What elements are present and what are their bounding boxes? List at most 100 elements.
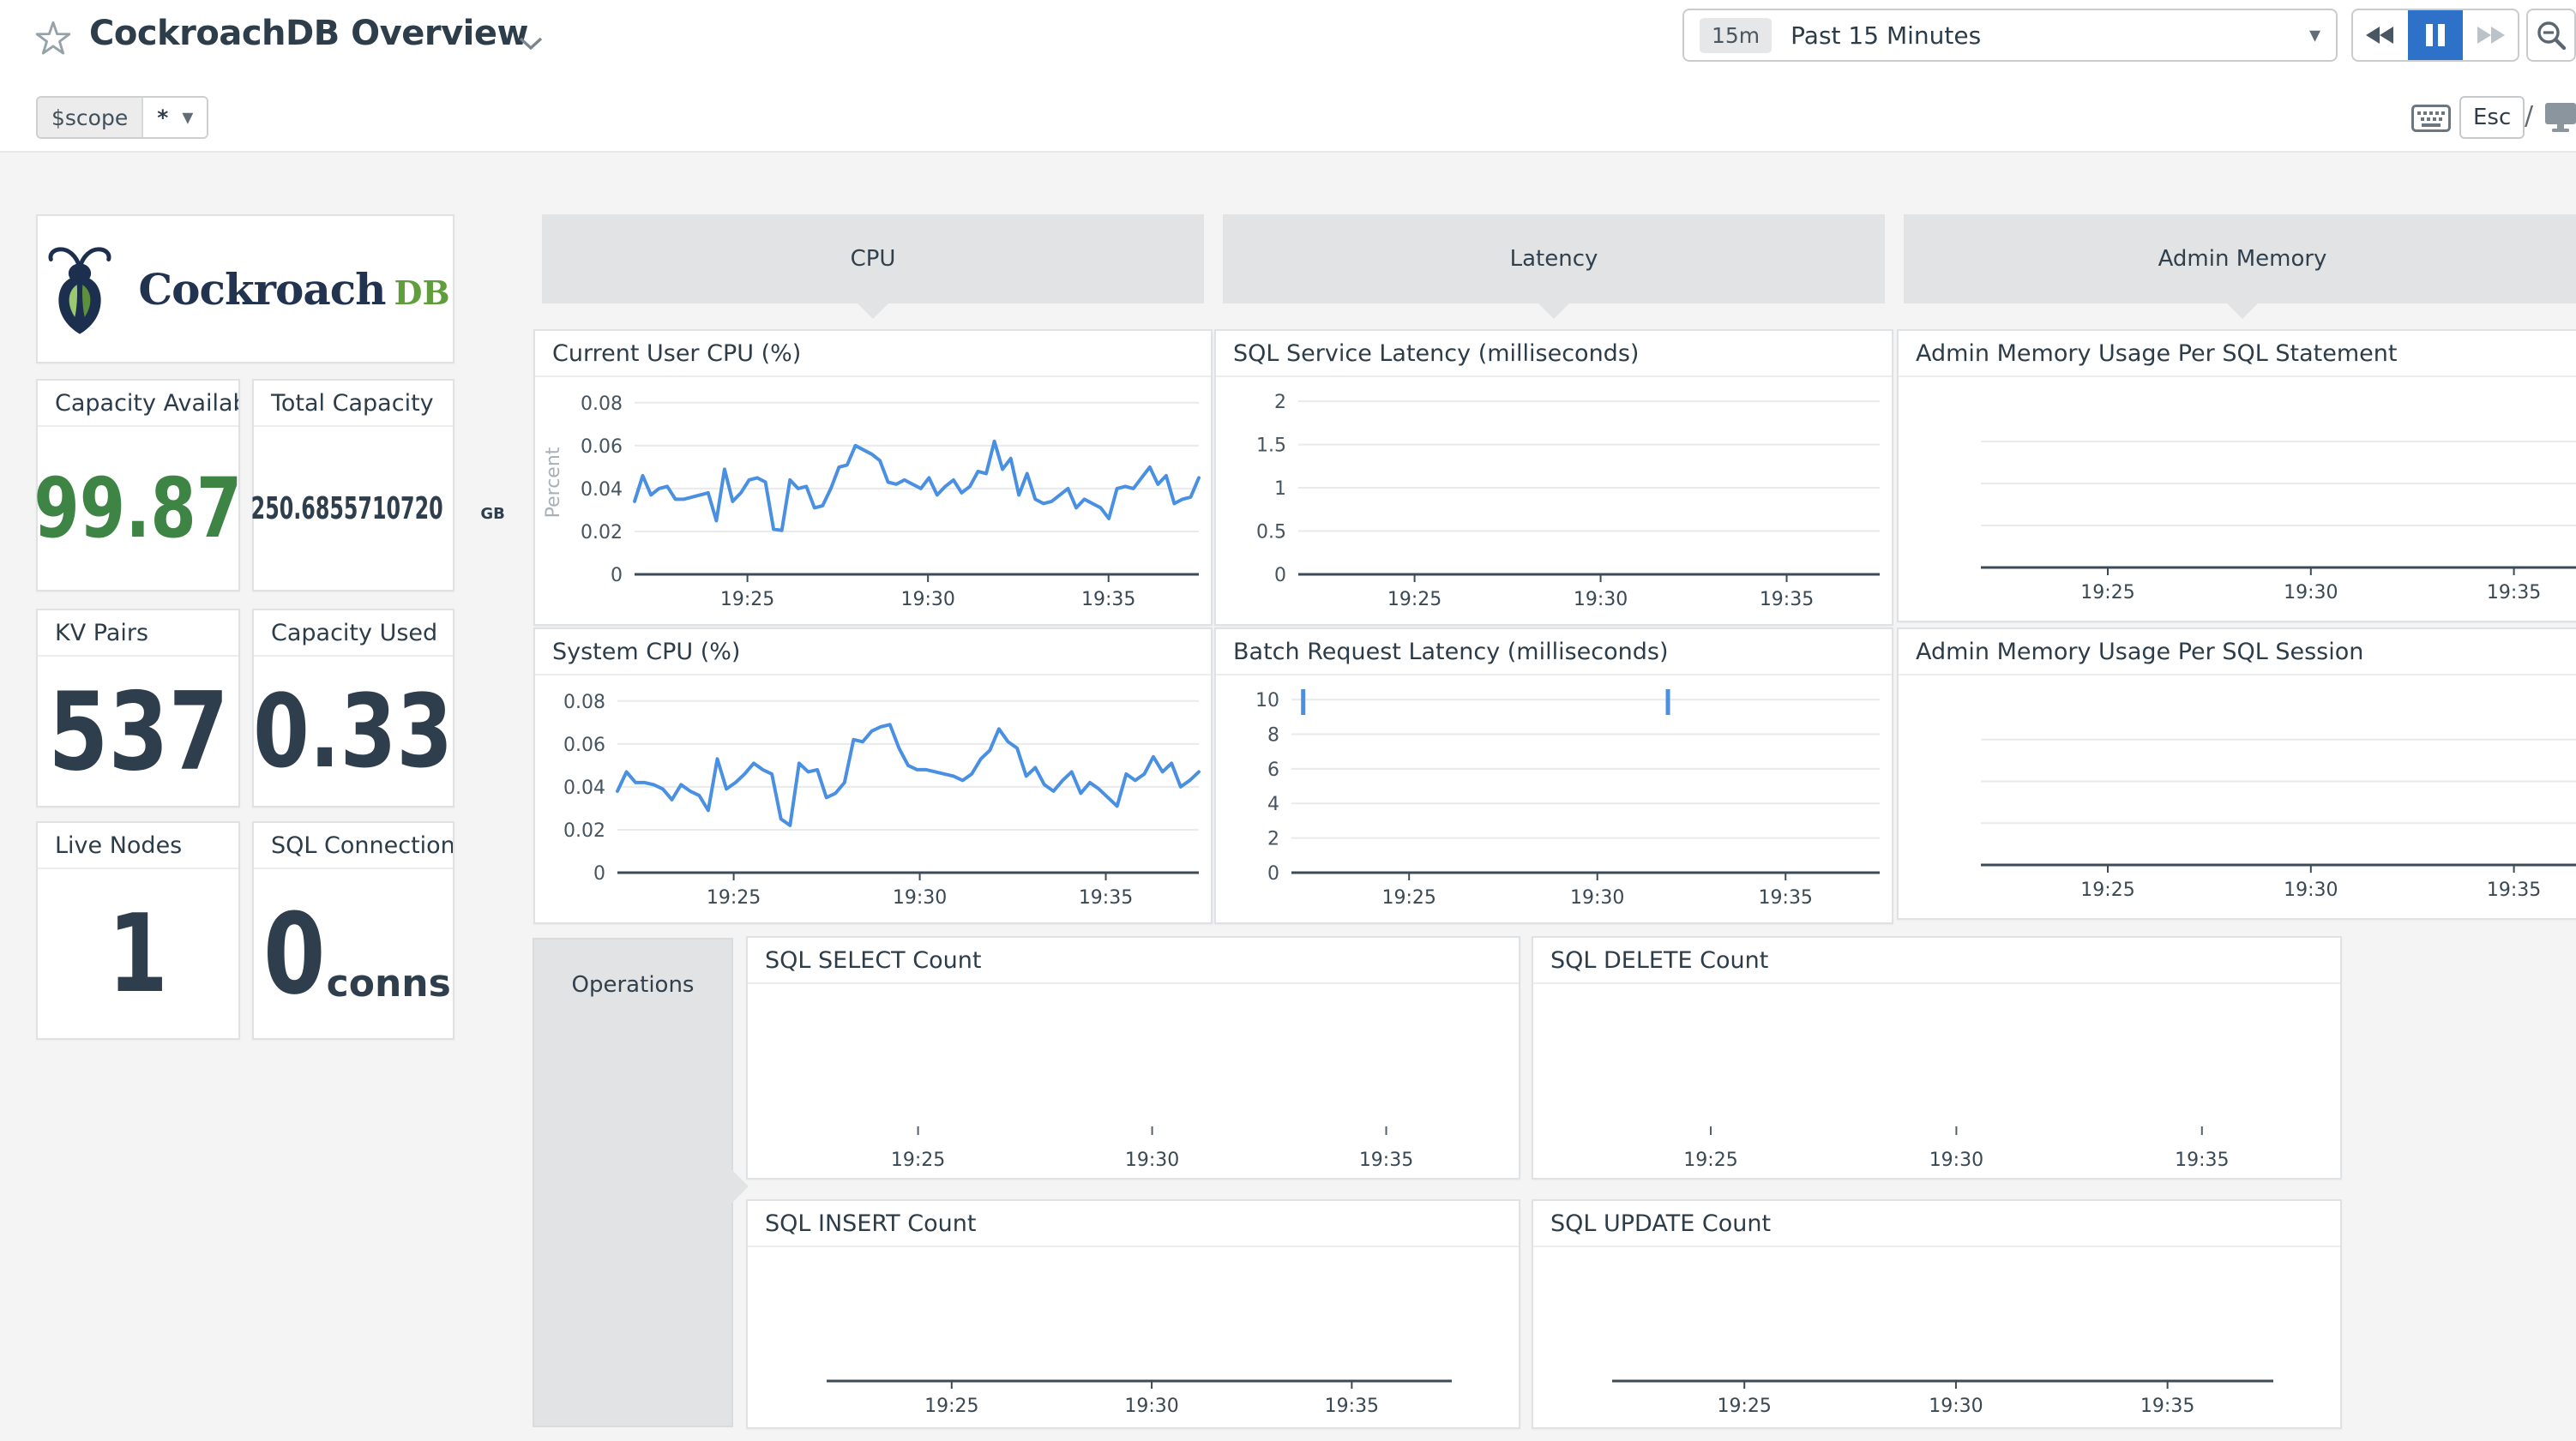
chart-card-admin-memory-statement: Admin Memory Usage Per SQL Statement 19:… [1897, 329, 2576, 622]
chart-plot-sql-service-latency[interactable]: 0 0.5 1 1.5 2 19:25 19:30 19:35 [1216, 377, 1892, 624]
stat-unit: GB [480, 504, 505, 523]
stat-value: 0 [263, 888, 326, 1019]
svg-text:19:25: 19:25 [1683, 1150, 1737, 1171]
chart-card-sql-select-count: SQL SELECT Count 19:25 19:30 19:35 [746, 936, 1520, 1180]
svg-text:19:30: 19:30 [893, 887, 947, 909]
keyboard-shortcuts-button[interactable] [2411, 105, 2451, 135]
svg-text:19:35: 19:35 [1081, 589, 1135, 610]
tv-mode-button[interactable] [2543, 101, 2576, 137]
chart-plot-current-user-cpu[interactable]: 0 0.02 0.04 0.06 0.08 19:25 19:30 19:35 Percent [535, 377, 1211, 624]
stat-card-title: Live Nodes [38, 823, 238, 869]
pause-button[interactable] [2408, 10, 2463, 60]
stat-value: 250.6855710720 [250, 490, 443, 526]
svg-text:19:30: 19:30 [900, 589, 954, 610]
stat-card-total-capacity: Total Capacity 250.6855710720 GB [250, 379, 505, 591]
group-header-operations[interactable]: Operations [533, 938, 749, 1427]
chart-card-sql-service-latency: SQL Service Latency (milliseconds) 0 0.5 1… [1214, 329, 1893, 626]
page-title[interactable]: CockroachDB Overview [89, 14, 528, 53]
chart-plot-sql-insert-count[interactable]: 19:25 19:30 19:35 [748, 1247, 1519, 1427]
monitor-icon [2545, 103, 2576, 132]
chart-card-sql-delete-count: SQL DELETE Count 19:25 19:30 19:35 [1532, 936, 2342, 1180]
svg-text:0: 0 [611, 565, 623, 586]
playback-controls [2351, 9, 2519, 62]
chart-plot-sql-select-count[interactable]: 19:25 19:30 19:35 [748, 984, 1519, 1178]
svg-text:0: 0 [1274, 565, 1286, 586]
time-range-badge: 15m [1700, 17, 1773, 53]
stat-card-capacity-available: Capacity Available... 99.87 [34, 379, 242, 591]
chart-title: Admin Memory Usage Per SQL Session [1899, 629, 2576, 675]
group-notch [1537, 302, 1571, 319]
svg-text:19:25: 19:25 [924, 1396, 978, 1417]
chart-title: System CPU (%) [535, 629, 1211, 675]
svg-text:19:30: 19:30 [1929, 1396, 1983, 1417]
svg-text:1: 1 [1274, 478, 1286, 500]
caret-down-icon: ▾ [2308, 22, 2320, 48]
group-header-cpu[interactable]: CPU [542, 214, 1204, 319]
svg-text:Percent: Percent [543, 447, 564, 518]
svg-text:0.06: 0.06 [581, 436, 623, 458]
chart-plot-admin-memory-session[interactable]: 19:25 19:30 19:35 [1899, 675, 2576, 918]
svg-text:19:30: 19:30 [1929, 1150, 1983, 1171]
stat-unit: conns [326, 961, 451, 1006]
svg-text:0.06: 0.06 [563, 735, 605, 756]
star-icon [35, 21, 71, 55]
group-label: Admin Memory [2158, 246, 2327, 272]
svg-text:19:30: 19:30 [2284, 582, 2338, 603]
chart-card-batch-request-latency: Batch Request Latency (milliseconds) 0 2 4… [1214, 627, 1893, 924]
chart-card-sql-insert-count: SQL INSERT Count 19:25 19:30 19:35 [746, 1199, 1520, 1429]
group-header-latency[interactable]: Latency [1223, 214, 1885, 319]
fast-forward-icon [2477, 27, 2505, 44]
group-header-admin-memory[interactable]: Admin Memory [1904, 214, 2576, 319]
svg-text:19:35: 19:35 [2487, 880, 2541, 901]
stat-value: 537 [47, 668, 229, 795]
svg-text:0.02: 0.02 [563, 820, 605, 842]
stat-card-kv-pairs: KV Pairs 537 [36, 609, 240, 808]
time-range-selector[interactable]: 15m Past 15 Minutes ▾ [1682, 9, 2338, 62]
favorite-star-button[interactable] [34, 21, 72, 58]
chart-title: SQL DELETE Count [1533, 938, 2340, 984]
slash-hint: / [2525, 101, 2534, 131]
chart-plot-batch-request-latency[interactable]: 0 2 4 6 8 10 19:25 19:30 19:35 [1216, 675, 1892, 922]
chart-plot-sql-delete-count[interactable]: 19:25 19:30 19:35 [1533, 984, 2340, 1178]
rewind-button[interactable] [2353, 10, 2408, 60]
chart-plot-admin-memory-statement[interactable]: 19:25 19:30 19:35 [1899, 377, 2576, 621]
stat-card-title: Capacity Available... [38, 381, 238, 427]
svg-text:2: 2 [1274, 392, 1286, 413]
svg-text:19:30: 19:30 [1570, 887, 1624, 909]
chart-card-current-user-cpu: Current User CPU (%) 0 0.02 0.04 0.06 0.08 19… [533, 329, 1213, 626]
svg-text:19:25: 19:25 [2080, 880, 2134, 901]
svg-text:1.5: 1.5 [1256, 435, 1286, 457]
group-label: Operations [571, 972, 695, 998]
chart-title: Batch Request Latency (milliseconds) [1216, 629, 1892, 675]
svg-text:0.04: 0.04 [563, 778, 605, 799]
svg-text:0: 0 [593, 863, 605, 885]
toolbar-divider [0, 151, 2576, 153]
svg-text:19:30: 19:30 [2284, 880, 2338, 901]
group-notch [2225, 302, 2260, 319]
chart-plot-sql-update-count[interactable]: 19:25 19:30 19:35 [1533, 1247, 2340, 1427]
svg-text:19:25: 19:25 [707, 887, 761, 909]
svg-text:19:30: 19:30 [1125, 1150, 1179, 1171]
logo-suffix: DB [394, 273, 450, 312]
svg-text:19:35: 19:35 [1760, 589, 1814, 610]
title-menu-button[interactable] [518, 36, 544, 55]
svg-text:19:35: 19:35 [2175, 1150, 2229, 1171]
svg-text:19:25: 19:25 [1387, 589, 1441, 610]
zoom-out-button[interactable] [2526, 9, 2576, 62]
svg-text:4: 4 [1267, 794, 1279, 815]
chart-plot-system-cpu[interactable]: 0 0.02 0.04 0.06 0.08 19:25 19:30 19:35 [535, 675, 1211, 922]
chevron-down-icon [519, 37, 543, 51]
svg-text:19:35: 19:35 [1759, 887, 1813, 909]
svg-text:19:35: 19:35 [2487, 582, 2541, 603]
template-variable-scope[interactable]: $scope * ▾ [36, 96, 209, 139]
pause-icon [2426, 24, 2445, 46]
svg-text:8: 8 [1267, 724, 1279, 746]
group-notch [856, 302, 890, 319]
svg-text:19:30: 19:30 [1574, 589, 1628, 610]
svg-text:19:30: 19:30 [1124, 1396, 1178, 1417]
group-label: Latency [1509, 246, 1598, 272]
svg-text:0.04: 0.04 [581, 479, 623, 501]
stat-card-title: Total Capacity [254, 381, 453, 427]
fast-forward-button[interactable] [2463, 10, 2518, 60]
svg-text:19:35: 19:35 [1359, 1150, 1413, 1171]
